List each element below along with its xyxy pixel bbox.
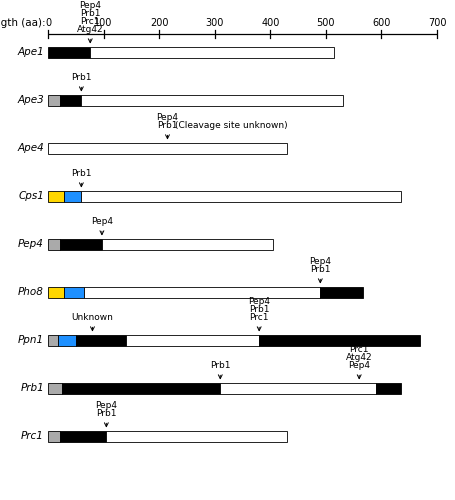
Bar [62, 382, 220, 394]
Bar [106, 430, 287, 442]
Bar [81, 190, 401, 202]
Bar [102, 238, 273, 250]
Bar [48, 430, 60, 442]
Text: 100: 100 [94, 18, 113, 28]
Text: Prb1: Prb1 [71, 74, 91, 82]
Text: Pep4: Pep4 [18, 239, 44, 249]
Bar [48, 238, 60, 250]
Text: Atg42: Atg42 [77, 26, 104, 35]
Text: Atg42: Atg42 [346, 354, 373, 362]
Bar [60, 94, 81, 106]
Text: Pep4: Pep4 [348, 362, 370, 370]
Text: Prc1: Prc1 [349, 346, 369, 354]
Text: Ape4: Ape4 [17, 143, 44, 153]
Bar [60, 430, 106, 442]
Text: 600: 600 [372, 18, 390, 28]
Text: Prb1: Prb1 [349, 338, 369, 346]
Text: 400: 400 [261, 18, 279, 28]
Text: Pep4: Pep4 [91, 218, 113, 226]
Text: (Cleavage site unknown): (Cleavage site unknown) [176, 122, 288, 130]
Bar [376, 382, 401, 394]
Text: Unknown: Unknown [71, 314, 113, 322]
Text: Cps1: Cps1 [18, 191, 44, 201]
Text: Pep4: Pep4 [309, 258, 331, 266]
Text: Prb1: Prb1 [249, 306, 269, 314]
Text: Prc1: Prc1 [21, 431, 44, 441]
Bar [48, 142, 287, 154]
Bar [60, 238, 102, 250]
Bar [84, 286, 320, 298]
Text: Pho8: Pho8 [18, 287, 44, 297]
Text: Ape3: Ape3 [17, 95, 44, 105]
Bar [48, 334, 58, 345]
Bar [58, 334, 76, 345]
Text: 200: 200 [150, 18, 168, 28]
Text: Prc1: Prc1 [81, 18, 100, 26]
Bar [64, 190, 81, 202]
Bar [64, 286, 84, 298]
Bar [48, 94, 60, 106]
Bar [48, 286, 64, 298]
Bar [126, 334, 259, 345]
Bar [220, 382, 376, 394]
Text: 0: 0 [45, 18, 51, 28]
Text: 500: 500 [317, 18, 335, 28]
Text: Prb1: Prb1 [80, 10, 101, 18]
Text: Ppn1: Ppn1 [18, 335, 44, 345]
Text: Prb1: Prb1 [210, 362, 231, 370]
Bar [48, 190, 64, 202]
Text: Pep4: Pep4 [79, 2, 101, 11]
Text: Prb1: Prb1 [157, 122, 178, 130]
Text: Prb1: Prb1 [71, 170, 91, 178]
Text: Ape1: Ape1 [17, 47, 44, 57]
Text: Pep4: Pep4 [96, 402, 117, 410]
Bar [48, 46, 90, 58]
Text: 700: 700 [428, 18, 446, 28]
Text: Prb1: Prb1 [96, 410, 116, 418]
Text: Prc1: Prc1 [249, 314, 269, 322]
Text: 300: 300 [206, 18, 224, 28]
Bar [76, 334, 126, 345]
Bar [81, 94, 343, 106]
Text: Pep4: Pep4 [248, 298, 270, 306]
Bar [259, 334, 420, 345]
Text: Prb1: Prb1 [20, 383, 44, 393]
Text: Prb1: Prb1 [310, 266, 330, 274]
Bar [48, 382, 62, 394]
Bar [90, 46, 334, 58]
Text: Pep4: Pep4 [157, 114, 178, 122]
Text: Length (aa):: Length (aa): [0, 18, 46, 28]
Bar [320, 286, 363, 298]
